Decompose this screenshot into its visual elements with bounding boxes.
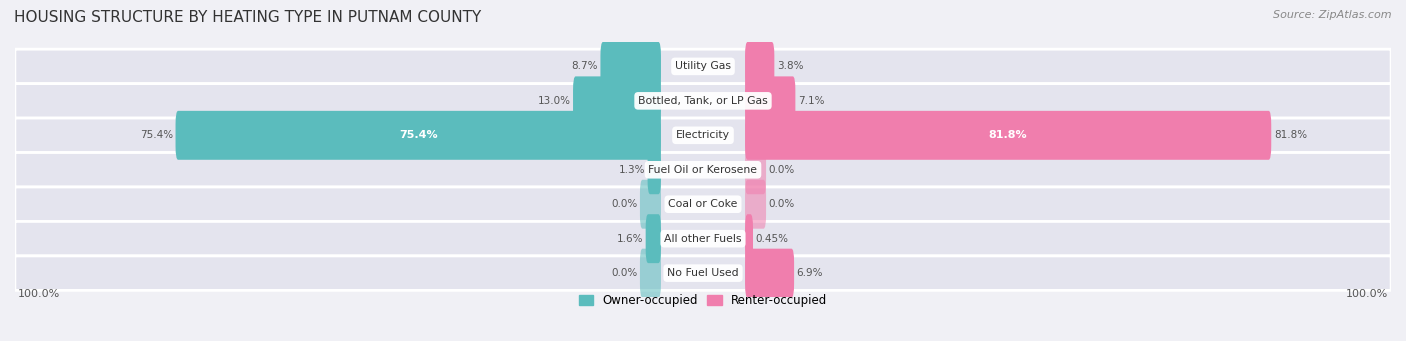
FancyBboxPatch shape [600, 42, 661, 91]
Text: No Fuel Used: No Fuel Used [668, 268, 738, 278]
FancyBboxPatch shape [15, 152, 1391, 187]
FancyBboxPatch shape [745, 180, 766, 229]
Text: Source: ZipAtlas.com: Source: ZipAtlas.com [1274, 10, 1392, 20]
Text: Electricity: Electricity [676, 130, 730, 140]
Text: Coal or Coke: Coal or Coke [668, 199, 738, 209]
FancyBboxPatch shape [745, 76, 796, 125]
FancyBboxPatch shape [640, 249, 661, 298]
FancyBboxPatch shape [15, 84, 1391, 118]
FancyBboxPatch shape [640, 180, 661, 229]
Text: 6.9%: 6.9% [797, 268, 823, 278]
Text: 1.6%: 1.6% [617, 234, 643, 244]
Text: 7.1%: 7.1% [799, 96, 824, 106]
Text: 75.4%: 75.4% [139, 130, 173, 140]
FancyBboxPatch shape [745, 145, 766, 194]
FancyBboxPatch shape [645, 214, 661, 263]
Text: 3.8%: 3.8% [778, 61, 803, 71]
Text: 0.45%: 0.45% [755, 234, 789, 244]
FancyBboxPatch shape [176, 111, 661, 160]
FancyBboxPatch shape [745, 111, 1271, 160]
FancyBboxPatch shape [648, 145, 661, 194]
Text: Utility Gas: Utility Gas [675, 61, 731, 71]
FancyBboxPatch shape [15, 187, 1391, 221]
Text: Fuel Oil or Kerosene: Fuel Oil or Kerosene [648, 165, 758, 175]
FancyBboxPatch shape [15, 118, 1391, 152]
Text: 75.4%: 75.4% [399, 130, 437, 140]
FancyBboxPatch shape [15, 256, 1391, 291]
FancyBboxPatch shape [15, 221, 1391, 256]
Text: 100.0%: 100.0% [18, 288, 60, 299]
Text: 13.0%: 13.0% [537, 96, 571, 106]
Text: 100.0%: 100.0% [1346, 288, 1388, 299]
Text: 0.0%: 0.0% [769, 165, 794, 175]
Text: 1.3%: 1.3% [619, 165, 645, 175]
FancyBboxPatch shape [574, 76, 661, 125]
FancyBboxPatch shape [745, 42, 775, 91]
Text: 81.8%: 81.8% [988, 130, 1028, 140]
Text: 0.0%: 0.0% [612, 268, 637, 278]
Text: 81.8%: 81.8% [1274, 130, 1308, 140]
Text: HOUSING STRUCTURE BY HEATING TYPE IN PUTNAM COUNTY: HOUSING STRUCTURE BY HEATING TYPE IN PUT… [14, 10, 481, 25]
Text: 8.7%: 8.7% [571, 61, 598, 71]
FancyBboxPatch shape [15, 49, 1391, 84]
Text: Bottled, Tank, or LP Gas: Bottled, Tank, or LP Gas [638, 96, 768, 106]
Text: 0.0%: 0.0% [769, 199, 794, 209]
FancyBboxPatch shape [745, 214, 754, 263]
FancyBboxPatch shape [745, 249, 794, 298]
Legend: Owner-occupied, Renter-occupied: Owner-occupied, Renter-occupied [574, 289, 832, 312]
Text: 0.0%: 0.0% [612, 199, 637, 209]
Text: All other Fuels: All other Fuels [664, 234, 742, 244]
